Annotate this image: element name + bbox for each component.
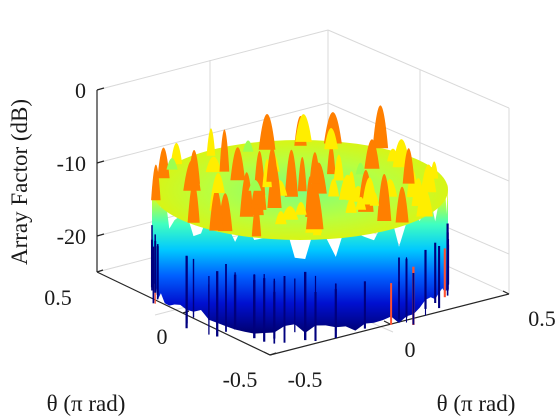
y-tick — [502, 290, 510, 295]
surface-peak — [377, 173, 392, 221]
x-tick — [269, 352, 277, 356]
y-tick-labels: -0.5 0 0.5 — [288, 306, 556, 392]
surface-peak — [345, 197, 357, 213]
z-tick-label: -10 — [57, 151, 86, 176]
surface-peak — [206, 128, 216, 156]
surface-peak — [251, 203, 262, 237]
surface-peak — [266, 147, 279, 182]
surface-peak — [170, 142, 183, 165]
surface-peak — [209, 189, 224, 231]
y-tick-label: -0.5 — [288, 367, 323, 392]
surface-peak — [306, 185, 324, 230]
surface-peak — [295, 202, 307, 215]
surface-peak — [327, 144, 336, 175]
surface-peak — [369, 191, 380, 206]
surface-peak — [430, 161, 439, 179]
surface-peak — [166, 158, 178, 170]
surface-peak — [402, 148, 415, 184]
surface-peak — [258, 114, 276, 150]
x-tick-label: 0.5 — [44, 285, 72, 310]
z-tick — [96, 233, 105, 237]
surface-peak — [248, 180, 262, 191]
surface-peak — [151, 164, 161, 201]
x-tick-label: -0.5 — [223, 367, 258, 392]
surface-peak — [230, 147, 245, 181]
z-ticks — [96, 87, 105, 237]
surface-peak — [183, 160, 201, 191]
y-tick — [263, 351, 271, 356]
surface-peak — [297, 156, 307, 192]
grid-line — [327, 102, 510, 182]
surface-peak — [205, 156, 222, 173]
surface-peak — [328, 178, 340, 197]
surface-peak — [242, 140, 254, 152]
z-tick — [96, 87, 105, 91]
grid-line — [327, 29, 510, 109]
surface-peak — [333, 154, 344, 181]
y-ticks — [263, 290, 510, 356]
x-tick-label: 0 — [157, 324, 168, 349]
x-tick — [96, 269, 104, 273]
surface-peak — [324, 128, 338, 150]
z-axis-label: Array Factor (dB) — [7, 99, 32, 265]
surface-peak — [239, 172, 254, 217]
surface-peak — [219, 129, 230, 172]
z-tick-label: -20 — [57, 224, 86, 249]
surface-peak — [309, 152, 321, 184]
axis-lines — [96, 90, 510, 356]
x-axis-label: θ (π rad) — [47, 391, 126, 416]
surface-peak — [355, 162, 366, 175]
z-tick-labels: 0 -10 -20 — [57, 78, 86, 249]
x-axis-line — [96, 271, 271, 356]
y-axis-line — [269, 293, 510, 356]
surface-peak — [157, 147, 170, 179]
z-tick — [96, 160, 105, 164]
x-tick-labels: 0.5 0 -0.5 — [44, 285, 257, 392]
surface-peak — [355, 196, 367, 210]
surface-peak — [387, 148, 399, 162]
surface-peak — [211, 173, 225, 193]
array-factor-surface — [150, 105, 450, 344]
surface-peak — [187, 181, 200, 223]
surface-peak — [411, 178, 426, 206]
y-tick — [383, 320, 391, 325]
surface-peak — [281, 206, 299, 220]
surface-peak — [338, 174, 357, 200]
grid-line — [96, 29, 329, 91]
surface-peak — [395, 186, 409, 223]
surface-peak — [372, 105, 389, 149]
y-axis-label: θ (π rad) — [437, 391, 516, 416]
surface-peak — [286, 156, 296, 191]
y-tick-label: 0.5 — [528, 306, 556, 331]
y-tick-label: 0 — [405, 337, 416, 362]
surface-peak — [295, 114, 312, 142]
z-tick-label: 0 — [75, 78, 86, 103]
